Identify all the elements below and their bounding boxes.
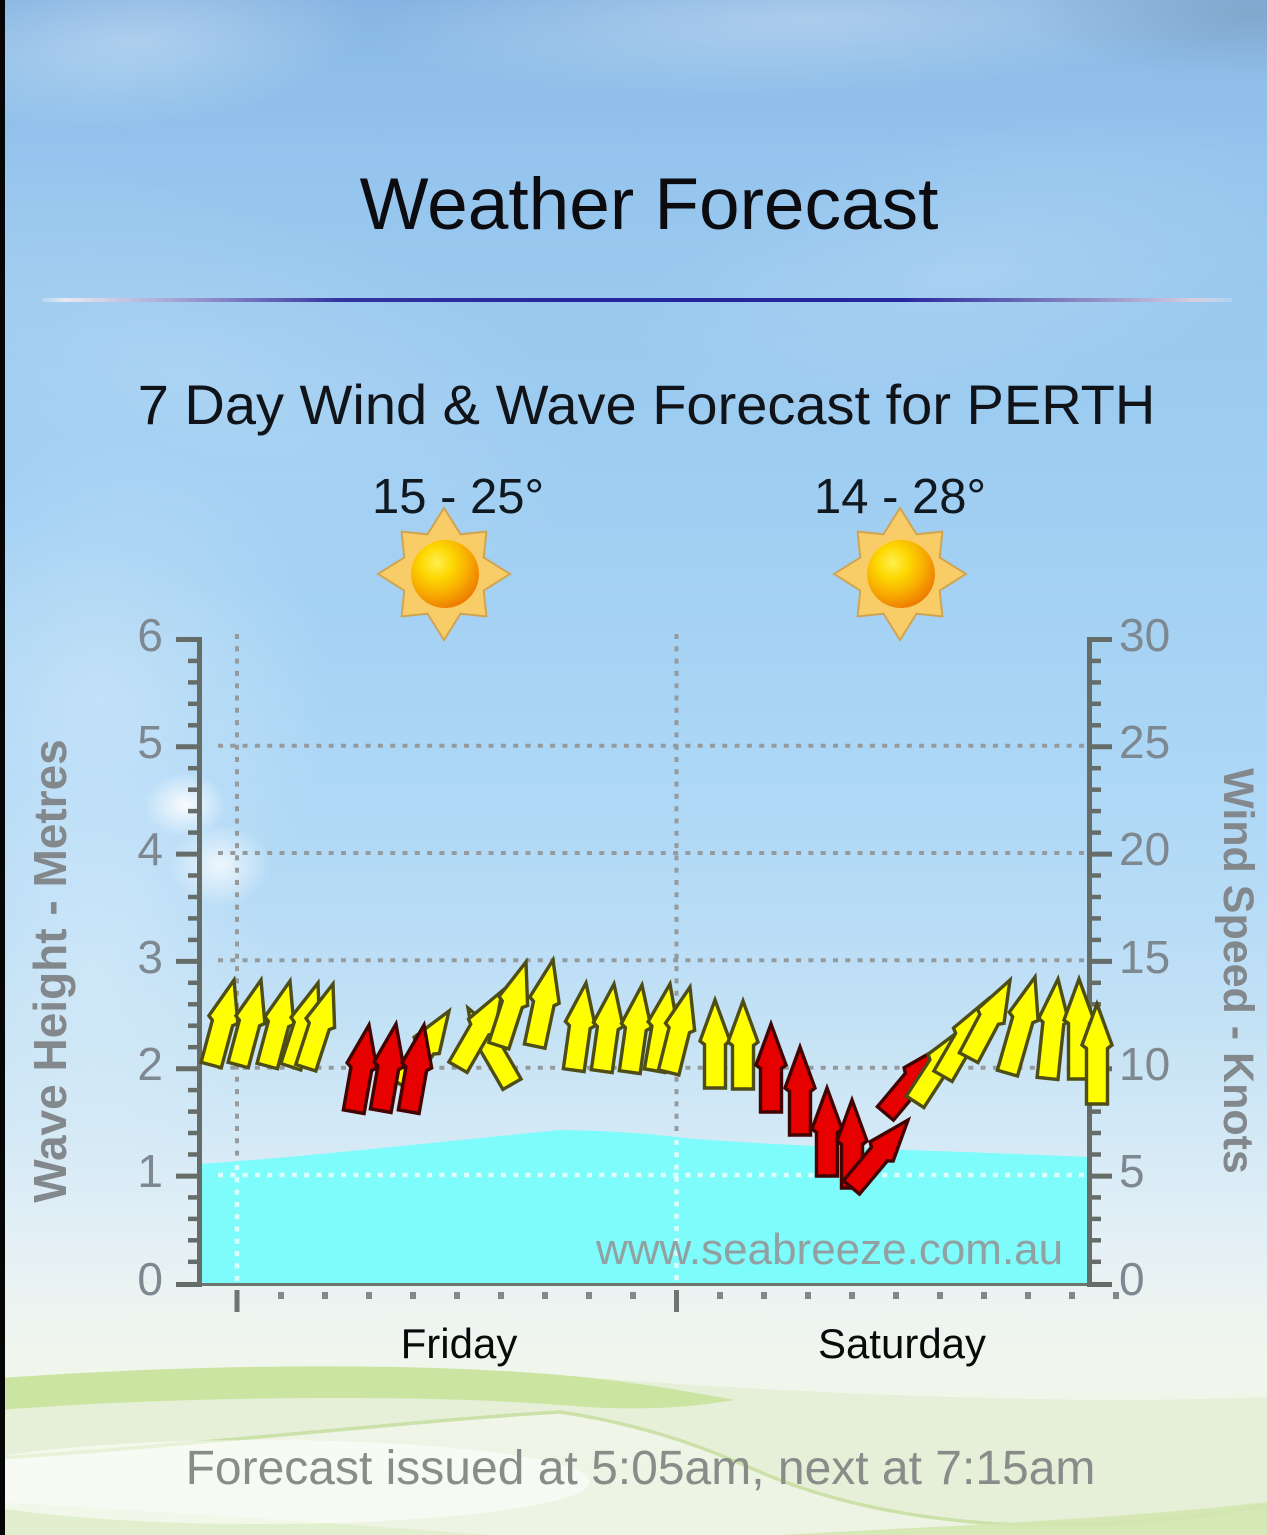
svg-text:20: 20 (1119, 823, 1170, 875)
svg-text:Saturday: Saturday (818, 1320, 986, 1367)
svg-text:6: 6 (137, 609, 163, 661)
svg-text:30: 30 (1119, 609, 1170, 661)
svg-text:25: 25 (1119, 716, 1170, 768)
svg-text:15: 15 (1119, 931, 1170, 983)
svg-text:www.seabreeze.com.au: www.seabreeze.com.au (595, 1225, 1063, 1274)
svg-text:1: 1 (137, 1145, 163, 1197)
svg-text:0: 0 (1119, 1253, 1145, 1305)
svg-text:10: 10 (1119, 1038, 1170, 1090)
svg-text:Wind Speed - Knots: Wind Speed - Knots (1214, 768, 1262, 1174)
svg-text:5: 5 (1119, 1145, 1145, 1197)
svg-text:4: 4 (137, 823, 163, 875)
svg-text:Friday: Friday (401, 1320, 518, 1367)
svg-text:5: 5 (137, 716, 163, 768)
svg-text:3: 3 (137, 931, 163, 983)
svg-text:2: 2 (137, 1038, 163, 1090)
svg-text:0: 0 (137, 1253, 163, 1305)
svg-text:Wave Height - Metres: Wave Height - Metres (24, 739, 76, 1203)
